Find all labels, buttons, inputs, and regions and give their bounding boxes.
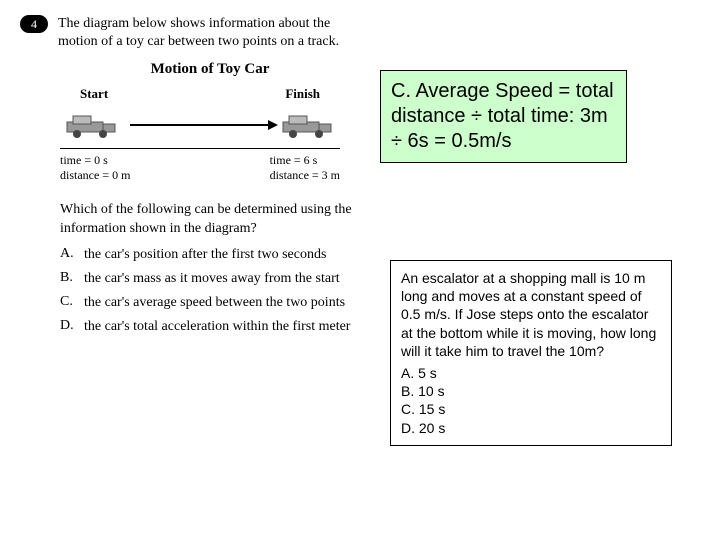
- option-text: the car's position after the first two s…: [84, 246, 326, 264]
- extra-option-a: A. 5 s: [401, 364, 661, 382]
- start-time: time = 0 s: [60, 153, 130, 168]
- option-d: D. the car's total acceleration within t…: [60, 318, 360, 336]
- follow-question: Which of the following can be determined…: [60, 201, 360, 237]
- finish-time: time = 6 s: [270, 153, 340, 168]
- option-letter: B.: [60, 270, 84, 288]
- diagram-title: Motion of Toy Car: [60, 61, 360, 78]
- finish-distance: distance = 3 m: [270, 168, 340, 183]
- question-number: 4: [20, 15, 48, 33]
- answer-box: C. Average Speed = total distance ÷ tota…: [380, 70, 627, 163]
- options-list: A. the car's position after the first tw…: [60, 246, 360, 337]
- diagram-track: [60, 106, 340, 146]
- start-label: Start: [80, 86, 108, 102]
- question-header: 4 The diagram below shows information ab…: [20, 15, 360, 51]
- extra-question-box: An escalator at a shopping mall is 10 m …: [390, 260, 672, 446]
- start-distance: distance = 0 m: [60, 168, 130, 183]
- option-c: C. the car's average speed between the t…: [60, 294, 360, 312]
- diagram-data: time = 0 s distance = 0 m time = 6 s dis…: [60, 153, 340, 183]
- car-start-icon: [65, 114, 119, 138]
- extra-option-c: C. 15 s: [401, 400, 661, 418]
- diagram: Start Finish: [60, 86, 340, 183]
- option-letter: D.: [60, 318, 84, 336]
- option-b: B. the car's mass as it moves away from …: [60, 270, 360, 288]
- option-text: the car's total acceleration within the …: [84, 318, 350, 336]
- extra-stem: An escalator at a shopping mall is 10 m …: [401, 269, 661, 360]
- finish-label: Finish: [285, 86, 320, 102]
- option-a: A. the car's position after the first tw…: [60, 246, 360, 264]
- motion-arrow: [130, 124, 270, 126]
- option-letter: A.: [60, 246, 84, 264]
- question-intro: The diagram below shows information abou…: [58, 15, 360, 51]
- extra-option-d: D. 20 s: [401, 419, 661, 437]
- car-finish-icon: [281, 114, 335, 138]
- option-text: the car's mass as it moves away from the…: [84, 270, 340, 288]
- extra-option-b: B. 10 s: [401, 382, 661, 400]
- question-block: 4 The diagram below shows information ab…: [20, 15, 360, 343]
- option-text: the car's average speed between the two …: [84, 294, 345, 312]
- option-letter: C.: [60, 294, 84, 312]
